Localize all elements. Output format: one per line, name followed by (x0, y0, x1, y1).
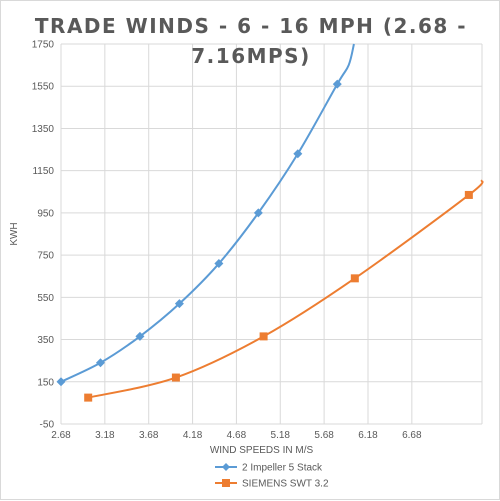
series-siemens (84, 179, 484, 402)
y-tick-label: 1350 (32, 124, 55, 135)
square-marker (464, 190, 473, 199)
square-marker (350, 274, 359, 283)
diamond-marker (214, 259, 224, 269)
legend: 2 Impeller 5 Stack SIEMENS SWT 3.2 (215, 463, 329, 490)
x-tick-label: 4.18 (183, 430, 203, 441)
y-axis-title: KWH (9, 222, 20, 245)
square-marker (171, 373, 180, 382)
legend-label: SIEMENS SWT 3.2 (242, 479, 329, 490)
y-tick-label: 1550 (32, 82, 55, 93)
diamond-marker (253, 208, 263, 218)
diamond-marker (174, 299, 184, 309)
x-tick-label: 3.68 (139, 430, 159, 441)
y-tick-label: 150 (37, 377, 54, 388)
x-tick-label: 6.18 (358, 430, 378, 441)
x-axis-title: WIND SPEEDS IN M/S (210, 445, 314, 456)
y-tick-label: 1150 (32, 166, 54, 177)
gridlines (60, 43, 483, 425)
legend-item-impeller: 2 Impeller 5 Stack (215, 463, 323, 474)
diamond-marker (135, 331, 145, 341)
legend-label: 2 Impeller 5 Stack (242, 463, 323, 474)
plot-series (56, 43, 484, 402)
chart-title: TRADE WINDS - 6 - 16 MPH (2.68 - 7.16MPS) (35, 14, 467, 68)
series-impeller (56, 43, 355, 387)
x-tick-label: 5.18 (271, 430, 291, 441)
y-tick-label: 550 (37, 293, 54, 304)
x-tick-label: 2.68 (51, 430, 71, 441)
diamond-marker (56, 377, 66, 387)
y-tick-label: 950 (37, 208, 54, 219)
chart-title-line-1: TRADE WINDS - 6 - 16 MPH (2.68 - (35, 14, 467, 38)
y-tick-label: -50 (40, 420, 55, 431)
x-tick-label: 6.68 (402, 430, 422, 441)
diamond-marker (95, 358, 105, 368)
y-tick-label: 750 (37, 251, 54, 262)
series-line (61, 43, 355, 383)
chart-title-line-2: 7.16MPS) (191, 44, 310, 68)
legend-item-siemens: SIEMENS SWT 3.2 (215, 479, 329, 490)
x-tick-label: 4.68 (227, 430, 247, 441)
diamond-marker (332, 79, 342, 89)
axes: 1750 1550 1350 1150 950 750 550 350 150 -502.68 3.… (9, 40, 422, 457)
diamond-marker (293, 149, 303, 159)
y-tick-label: 1750 (32, 40, 55, 51)
legend-diamond-marker (222, 463, 230, 471)
square-marker (259, 332, 268, 341)
x-tick-label: 5.68 (314, 430, 334, 441)
y-tick-label: 350 (37, 335, 54, 346)
legend-square-marker (222, 479, 230, 487)
square-marker (84, 393, 93, 402)
x-tick-label: 3.18 (95, 430, 115, 441)
